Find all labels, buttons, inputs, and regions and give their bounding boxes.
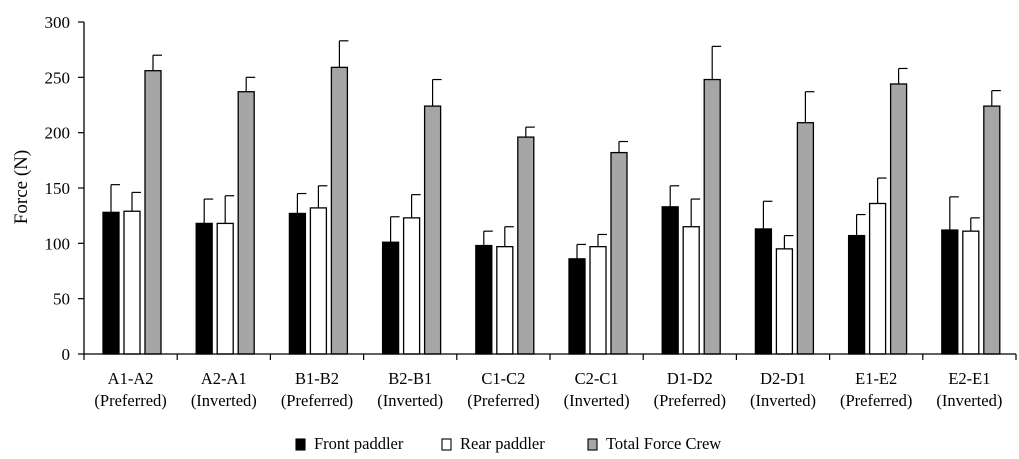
- x-tick-label: A2-A1: [201, 369, 247, 388]
- bar-2-5: [610, 151, 628, 355]
- x-tick-sublabel: (Inverted): [191, 391, 257, 410]
- legend-swatch-0: [295, 438, 306, 451]
- bar-0-9: [941, 229, 959, 355]
- bar-2-4: [517, 136, 535, 355]
- bar-0-0: [102, 211, 120, 355]
- x-tick-label: C2-C1: [575, 369, 619, 388]
- x-tick-sublabel: (Preferred): [654, 391, 726, 410]
- y-tick-label: 150: [45, 179, 71, 198]
- x-tick-sublabel: (Preferred): [467, 391, 539, 410]
- legend-label-2: Total Force Crew: [606, 434, 721, 453]
- bar-2-7: [796, 122, 815, 355]
- bar-2-1: [237, 91, 255, 355]
- bar-0-1: [195, 222, 213, 355]
- bar-1-4: [496, 246, 514, 355]
- x-tick-label: B2-B1: [388, 369, 432, 388]
- bar-2-0: [144, 70, 162, 355]
- axes-layer: A1-A2 (Preferred) A2-A1 (Inverted) B1-B2 (Pre…: [45, 13, 1017, 410]
- bar-2-9: [983, 105, 1001, 355]
- y-tick-label: 50: [53, 290, 70, 309]
- bars-layer: [102, 40, 1001, 355]
- bar-1-0: [123, 210, 141, 355]
- bar-0-8: [847, 234, 866, 355]
- bar-0-7: [754, 228, 773, 355]
- x-tick-sublabel: (Inverted): [377, 391, 443, 410]
- bar-2-3: [423, 105, 442, 355]
- y-tick-label: 100: [45, 234, 71, 253]
- x-tick-sublabel: (Preferred): [281, 391, 353, 410]
- x-tick-label: D2-D1: [760, 369, 806, 388]
- y-tick-label: 200: [45, 124, 71, 143]
- x-tick-sublabel: (Preferred): [94, 391, 166, 410]
- bar-1-2: [309, 207, 328, 355]
- bar-1-5: [589, 246, 607, 355]
- legend-swatch-1: [441, 438, 452, 451]
- x-tick-label: A1-A2: [108, 369, 154, 388]
- legend: Front paddler Rear paddler Total Force Cre…: [295, 434, 721, 453]
- x-tick-sublabel: (Inverted): [936, 391, 1002, 410]
- bar-0-5: [568, 258, 586, 355]
- x-tick-sublabel: (Inverted): [750, 391, 816, 410]
- y-axis-label: Force (N): [11, 150, 32, 224]
- y-tick-label: 250: [45, 68, 71, 87]
- x-tick-label: C1-C2: [481, 369, 525, 388]
- bar-0-3: [381, 241, 400, 355]
- bar-1-3: [402, 217, 421, 355]
- bar-1-7: [775, 248, 794, 355]
- y-tick-label: 300: [45, 13, 71, 32]
- bar-0-6: [661, 206, 679, 355]
- y-tick-label: 0: [62, 345, 71, 364]
- x-tick-label: E1-E2: [855, 369, 897, 388]
- bar-0-2: [288, 212, 307, 355]
- x-tick-label: B1-B2: [295, 369, 339, 388]
- x-tick-sublabel: (Preferred): [840, 391, 912, 410]
- bar-2-6: [703, 78, 721, 355]
- bar-0-4: [475, 244, 493, 355]
- legend-swatch-2: [587, 438, 598, 451]
- bar-1-6: [682, 226, 700, 355]
- bar-1-9: [962, 230, 980, 355]
- bar-2-2: [330, 66, 349, 355]
- x-tick-sublabel: (Inverted): [564, 391, 630, 410]
- bar-1-8: [868, 202, 887, 355]
- x-tick-label: E2-E1: [948, 369, 990, 388]
- legend-label-1: Rear paddler: [460, 434, 545, 453]
- x-tick-label: D1-D2: [667, 369, 713, 388]
- bar-1-1: [216, 222, 234, 355]
- legend-label-0: Front paddler: [314, 434, 404, 453]
- bar-2-8: [889, 83, 908, 355]
